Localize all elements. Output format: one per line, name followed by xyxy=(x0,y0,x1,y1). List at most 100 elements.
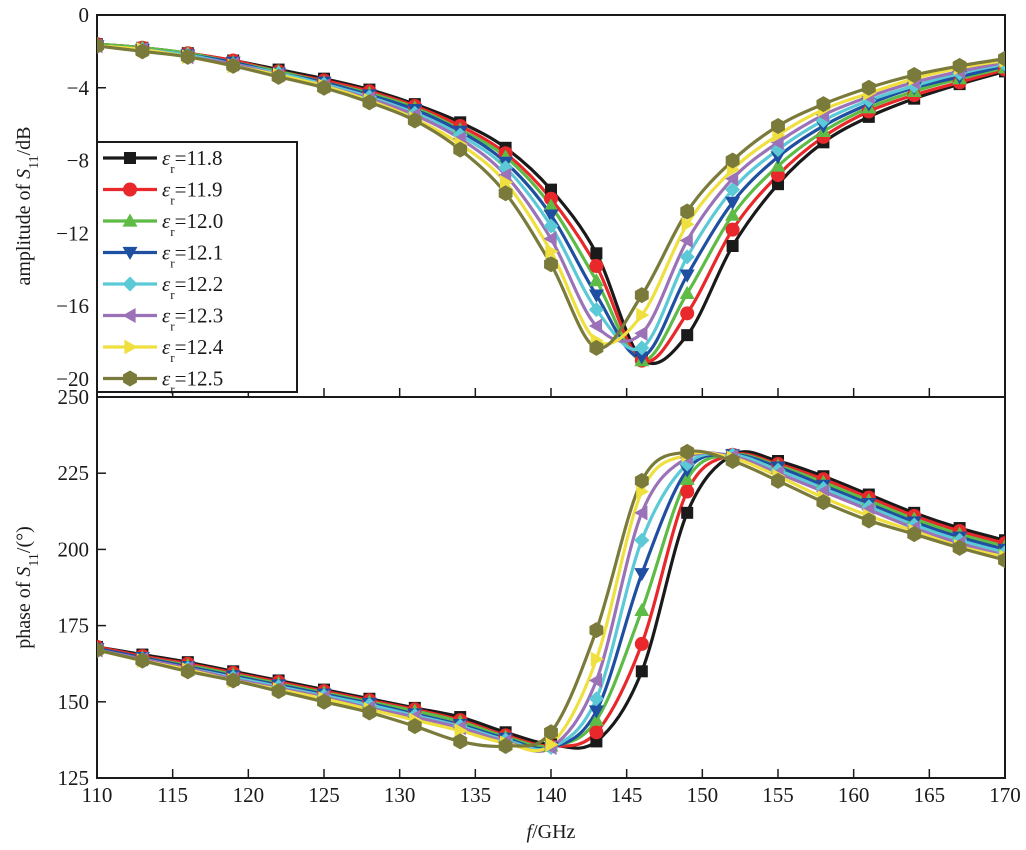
data-point xyxy=(725,222,740,237)
data-point xyxy=(454,723,468,739)
y-tick-label: 250 xyxy=(58,385,90,409)
data-point xyxy=(362,94,377,111)
phase-plot: 125 150 175 200 225 250 110 115 120 125 130 135 140 1… xyxy=(13,385,1021,843)
legend-marker-2 xyxy=(122,213,138,227)
y-tick-label: 125 xyxy=(58,766,90,790)
legend-label-0: εr=11.8 xyxy=(162,146,222,176)
legend: εr=11.8εr=11.9εr=12.0εr=12.1εr=12.2εr=12… xyxy=(96,141,298,397)
data-point xyxy=(589,622,604,639)
data-point xyxy=(589,725,604,740)
data-point xyxy=(588,705,604,719)
data-point xyxy=(861,512,876,529)
data-point xyxy=(679,285,695,299)
data-point xyxy=(317,693,331,710)
legend-marker-4 xyxy=(122,276,138,292)
phase-axis-label: phase of S11/(°) xyxy=(13,526,42,649)
data-point xyxy=(180,663,195,680)
data-point xyxy=(634,340,650,356)
data-point xyxy=(770,158,786,172)
data-point xyxy=(907,526,922,543)
legend-marker-3 xyxy=(122,246,138,260)
data-point xyxy=(634,602,650,616)
data-point xyxy=(589,339,604,356)
data-point xyxy=(634,636,649,651)
data-point xyxy=(135,43,150,60)
data-point xyxy=(588,691,604,707)
data-point xyxy=(725,171,739,187)
data-point xyxy=(952,539,967,556)
data-point xyxy=(590,651,604,667)
data-point xyxy=(543,209,559,223)
x-tick-label: 120 xyxy=(233,783,265,807)
data-point xyxy=(680,306,695,321)
legend-label-7: εr=12.5 xyxy=(162,367,223,397)
data-point xyxy=(588,318,603,334)
data-point xyxy=(680,443,695,460)
data-point xyxy=(998,50,1005,67)
x-axis-label: f/GHz xyxy=(527,821,576,843)
x-tick-label: 130 xyxy=(384,783,416,807)
legend-marker-6 xyxy=(124,339,138,355)
data-point xyxy=(816,96,831,113)
y-tick-label: 0 xyxy=(79,3,90,27)
data-point xyxy=(271,68,286,85)
data-point xyxy=(588,672,603,688)
data-point xyxy=(97,37,104,54)
data-point xyxy=(634,472,649,489)
data-point xyxy=(634,568,650,582)
data-point xyxy=(725,182,741,198)
data-point xyxy=(636,307,650,323)
data-point xyxy=(679,471,695,485)
data-point xyxy=(271,683,286,700)
legend-label-1: εr=11.9 xyxy=(162,178,222,208)
amplitude-axis-label: amplitude of S11/dB xyxy=(13,126,42,285)
data-point xyxy=(816,494,831,511)
data-point xyxy=(588,712,604,726)
data-point xyxy=(590,247,603,260)
data-point xyxy=(180,48,195,65)
data-point xyxy=(681,216,695,232)
data-point xyxy=(680,484,695,499)
x-tick-label: 170 xyxy=(989,783,1021,807)
data-point xyxy=(680,203,695,220)
legend-label-6: εr=12.4 xyxy=(162,335,224,365)
x-tick-label: 150 xyxy=(687,783,719,807)
data-point xyxy=(861,79,876,96)
data-point xyxy=(679,233,693,249)
data-point xyxy=(545,243,559,259)
amplitude-series-group xyxy=(97,36,1005,368)
data-point xyxy=(770,151,786,165)
y-tick-label: −12 xyxy=(56,221,89,245)
data-point xyxy=(725,453,740,470)
data-point xyxy=(317,79,331,96)
data-point xyxy=(589,259,604,274)
data-point xyxy=(634,287,649,304)
data-point xyxy=(453,733,468,750)
x-tick-label: 115 xyxy=(157,783,188,807)
series-line-7 xyxy=(97,449,1005,748)
legend-label-4: εr=12.2 xyxy=(162,272,223,302)
data-point xyxy=(588,273,604,287)
data-point xyxy=(634,351,650,365)
data-point xyxy=(725,196,741,210)
y-tick-label: −20 xyxy=(56,367,89,391)
x-tick-label: 155 xyxy=(762,783,794,807)
data-point xyxy=(226,57,241,74)
legend-label-5: εr=12.3 xyxy=(162,304,223,334)
data-point xyxy=(726,240,739,253)
x-tick-label: 140 xyxy=(535,783,567,807)
data-point xyxy=(588,302,604,318)
data-point xyxy=(770,134,784,150)
data-point xyxy=(634,505,648,521)
data-point xyxy=(135,652,150,669)
data-point xyxy=(498,167,512,183)
data-point xyxy=(636,483,650,499)
data-point xyxy=(725,207,741,221)
y-tick-label: −4 xyxy=(67,76,90,100)
legend-marker-0 xyxy=(124,152,136,164)
data-point xyxy=(588,289,604,303)
legend-marker-7 xyxy=(123,370,137,387)
data-point xyxy=(498,737,513,754)
data-point xyxy=(725,152,740,169)
y-tick-label: −8 xyxy=(67,149,89,173)
